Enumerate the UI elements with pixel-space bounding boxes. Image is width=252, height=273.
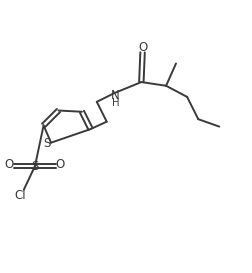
- Text: Cl: Cl: [14, 189, 26, 202]
- Text: O: O: [5, 158, 14, 171]
- Text: S: S: [31, 160, 39, 173]
- Text: S: S: [43, 137, 50, 150]
- Text: H: H: [111, 98, 119, 108]
- Text: N: N: [111, 89, 119, 102]
- Text: O: O: [137, 41, 147, 54]
- Text: O: O: [56, 158, 65, 171]
